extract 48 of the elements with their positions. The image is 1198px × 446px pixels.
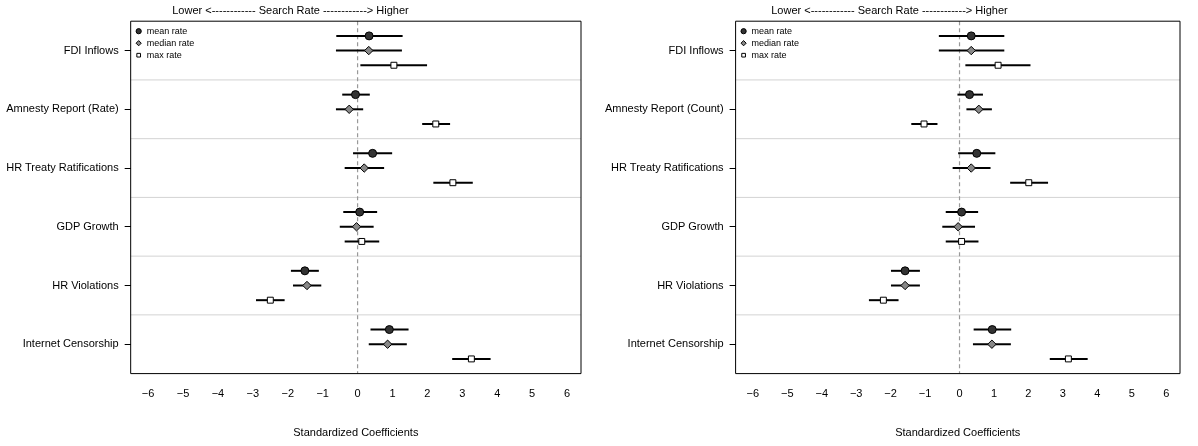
legend-label: mean rate [751,25,793,36]
x-tick-label: 0 [354,387,361,400]
x-tick-label: 3 [459,387,466,400]
x-tick-label: −6 [746,387,760,400]
y-tick-label: HR Treaty Ratifications [611,161,725,174]
chart-title: Lower <------------ Search Rate ------------> Higher [172,3,410,16]
x-tick-label: −1 [918,387,932,400]
x-tick-label: 0 [956,387,963,400]
legend-label: median rate [751,37,800,48]
x-tick-label: −6 [141,387,155,400]
x-tick-label: 1 [990,387,998,400]
x-tick-label: 6 [563,387,571,400]
x-tick-label: −3 [246,387,260,400]
legend-label: median rate [146,37,195,48]
y-tick-label: GDP Growth [661,219,724,232]
y-tick-label: HR Violations [657,278,725,291]
chart-title: Lower <------------ Search Rate ------------> Higher [771,3,1009,16]
x-tick-label: 2 [1025,387,1032,400]
legend-label: max rate [146,49,182,60]
x-axis-title: Standardized Coefficients [895,426,1021,439]
y-tick-label: FDI Inflows [668,43,725,56]
x-tick-label: 2 [424,387,431,400]
legend-label: mean rate [146,25,188,36]
x-tick-label: 3 [1059,387,1066,400]
x-tick-label: −4 [211,387,225,400]
y-tick-label: FDI Inflows [63,43,120,56]
y-tick-label: Internet Censorship [627,337,724,350]
x-tick-label: −5 [781,387,794,400]
x-tick-label: −1 [316,387,329,400]
x-tick-label: −4 [815,387,828,400]
x-tick-label: −2 [884,387,897,400]
x-tick-label: 5 [1128,387,1135,400]
x-tick-label: 4 [494,387,501,400]
y-tick-label: HR Treaty Ratifications [6,161,120,174]
x-axis-title: Standardized Coefficients [293,426,419,439]
x-tick-label: −5 [176,387,190,400]
y-tick-label: GDP Growth [56,219,119,232]
x-tick-label: 5 [529,387,536,400]
x-tick-label: 1 [389,387,396,400]
x-tick-label: 6 [1163,387,1170,400]
x-tick-label: −2 [281,387,295,400]
y-tick-label: Internet Censorship [22,337,119,350]
x-tick-label: −3 [849,387,863,400]
x-tick-label: 4 [1094,387,1101,400]
y-tick-label: Amnesty Report (Rate) [6,102,119,115]
y-tick-label: HR Violations [52,278,120,291]
legend-label: max rate [751,49,787,60]
y-tick-label: Amnesty Report (Count) [604,102,724,115]
